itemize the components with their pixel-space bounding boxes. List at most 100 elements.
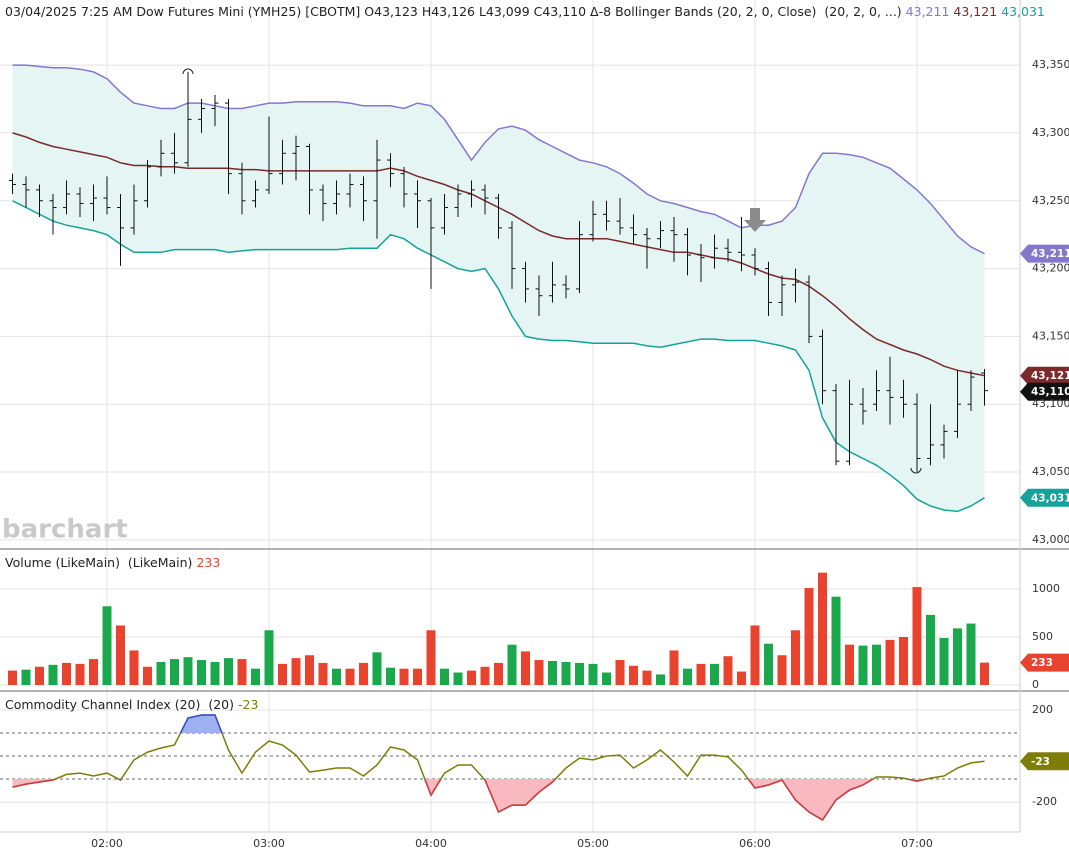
volume-bar xyxy=(453,672,463,686)
volume-tag-bg xyxy=(1020,653,1069,672)
volume-bar xyxy=(224,658,233,686)
volume-bar xyxy=(588,663,598,686)
price-tags: 43,211 43,121 43,110 43,031 233 -23 xyxy=(1020,244,1069,771)
x-tick-label: 02:00 xyxy=(91,837,123,850)
volume-bar xyxy=(926,614,935,686)
y-tick-label: 43,150 xyxy=(1032,329,1069,342)
y-tick-label: 0 xyxy=(1032,678,1039,691)
volume-bar xyxy=(116,625,125,686)
volume-bar xyxy=(129,650,139,686)
y-tick-label: 500 xyxy=(1032,630,1053,643)
price-header: 03/04/2025 7:25 AM Dow Futures Mini (YMH… xyxy=(5,4,1045,19)
volume-bar xyxy=(980,662,989,686)
volume-bar xyxy=(885,639,895,686)
volume-bar xyxy=(629,665,638,686)
volume-bar xyxy=(804,588,814,686)
volume-bar xyxy=(237,659,247,686)
volume-bar xyxy=(683,668,692,686)
high-marker xyxy=(182,68,194,75)
volume-bar xyxy=(345,668,355,686)
volume-last: 233 xyxy=(196,555,220,570)
volume-bar xyxy=(966,623,976,686)
volume-bar xyxy=(845,644,854,686)
volume-bar xyxy=(750,625,760,686)
price-tag: 43,031 xyxy=(1031,492,1069,504)
x-tick-label: 05:00 xyxy=(577,837,609,850)
volume-bar xyxy=(710,663,719,686)
cci-title: Commodity Channel Index (20) (20) xyxy=(5,697,234,712)
cci-low-area xyxy=(12,779,927,820)
plot-layer xyxy=(8,64,989,822)
y-tick-label: 1000 xyxy=(1032,582,1060,595)
volume-bar xyxy=(791,630,800,686)
volume-bar xyxy=(399,668,409,686)
y-tick-label: 43,350 xyxy=(1032,58,1069,71)
y-tick-label: 43,000 xyxy=(1032,533,1069,546)
volume-bar xyxy=(305,655,314,686)
volume-bar xyxy=(413,668,422,686)
volume-bar xyxy=(561,661,571,686)
volume-bar xyxy=(21,669,31,686)
volume-bar xyxy=(8,670,17,686)
cci-high-area xyxy=(180,715,222,733)
cci-last: -23 xyxy=(238,697,258,712)
volume-bar xyxy=(386,667,395,686)
volume-bar xyxy=(831,596,841,686)
volume-bar xyxy=(858,645,868,686)
volume-tag: 233 xyxy=(1031,657,1053,669)
y-tick-label: 43,300 xyxy=(1032,126,1069,139)
volume-bar xyxy=(89,659,98,686)
volume-bar xyxy=(818,572,827,686)
cci-header: Commodity Channel Index (20) (20) -23 xyxy=(5,697,258,712)
volume-bar xyxy=(35,666,44,686)
volume-bar xyxy=(372,652,382,686)
volume-bar xyxy=(318,662,328,686)
signal-arrow xyxy=(744,208,766,232)
y-tick-label: -200 xyxy=(1032,795,1057,808)
y-tick-label: 200 xyxy=(1032,703,1053,716)
price-tag-bg xyxy=(1020,366,1069,385)
volume-bar xyxy=(507,644,517,686)
volume-bar xyxy=(939,637,949,686)
volume-bar xyxy=(62,662,71,686)
volume-bar xyxy=(723,656,733,686)
price-tag-bg xyxy=(1020,488,1069,507)
volume-bar xyxy=(359,662,368,686)
volume-bar xyxy=(534,660,544,686)
volume-bar xyxy=(521,651,530,686)
volume-bar xyxy=(737,671,746,686)
volume-bar xyxy=(669,650,679,686)
y-tick-label: 43,050 xyxy=(1032,465,1069,478)
volume-bar xyxy=(548,661,557,686)
x-tick-label: 03:00 xyxy=(253,837,285,850)
volume-bar xyxy=(197,660,206,686)
volume-bar xyxy=(332,668,341,686)
price-tag: 43,121 xyxy=(1031,370,1069,382)
volume-bar xyxy=(912,587,922,686)
y-tick-label: 43,200 xyxy=(1032,262,1069,275)
volume-header: Volume (LikeMain) (LikeMain) 233 xyxy=(5,555,220,570)
price-tag: 43,211 xyxy=(1031,248,1069,260)
indicator-name: Bollinger Bands (20, 2, 0, Close) xyxy=(615,4,816,19)
volume-bar xyxy=(102,606,112,686)
volume-bar xyxy=(615,660,625,686)
y-tick-label: 43,250 xyxy=(1032,194,1069,207)
volume-bar xyxy=(642,670,652,686)
chart-title: 03/04/2025 7:25 AM Dow Futures Mini (YMH… xyxy=(5,4,611,19)
volume-bar xyxy=(183,657,193,686)
x-tick-label: 06:00 xyxy=(739,837,771,850)
volume-bar xyxy=(48,664,58,686)
cci-tag-bg xyxy=(1020,752,1069,771)
volume-bar xyxy=(480,666,490,686)
upper-band-value: 43,211 xyxy=(906,4,950,19)
volume-bar xyxy=(696,663,706,686)
cci-line-low xyxy=(12,779,930,822)
volume-bar xyxy=(764,643,773,686)
price-tag-bg xyxy=(1020,244,1069,263)
volume-bar xyxy=(575,662,584,686)
volume-bar xyxy=(440,668,449,686)
low-marker xyxy=(910,467,922,474)
volume-bar xyxy=(777,655,787,686)
volume-bar xyxy=(494,662,503,686)
volume-bar xyxy=(75,663,85,686)
